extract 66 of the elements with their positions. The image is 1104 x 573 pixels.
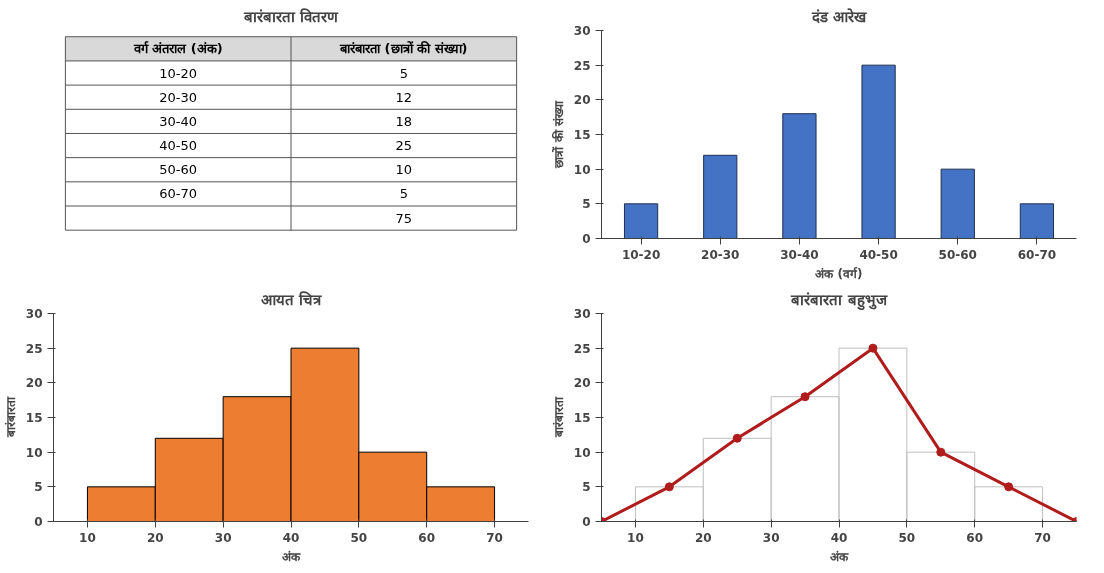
x-tick-label: 50-60 <box>938 247 977 262</box>
y-tick-label: 5 <box>582 197 591 212</box>
x-tick-label: 10 <box>627 530 644 545</box>
y-tick-label: 20 <box>573 376 591 391</box>
x-tick-label: 10 <box>79 530 96 545</box>
x-tick-label: 20-30 <box>701 247 740 262</box>
text: 5 <box>399 186 408 202</box>
y-tick-label: 20 <box>25 376 43 391</box>
y-axis-title: बारंबारता <box>551 396 566 439</box>
text: 5 <box>399 65 408 81</box>
x-axis-title: अंक <box>282 549 301 564</box>
y-tick-label: 10 <box>573 162 591 177</box>
text: 50-60 <box>159 162 198 178</box>
x-tick-label: 40-50 <box>859 247 898 262</box>
x-tick-label: 70 <box>486 530 503 545</box>
text: 10 <box>395 162 413 178</box>
text: 30-40 <box>159 113 198 129</box>
chart-title: बारंबारता बहुभुज <box>790 290 888 311</box>
y-tick-label: 0 <box>582 515 591 529</box>
x-tick-label: 30 <box>762 530 780 545</box>
y-tick-label: 30 <box>573 307 591 321</box>
y-tick-label: 30 <box>573 24 591 38</box>
text: 20-30 <box>159 89 198 105</box>
y-tick-label: 15 <box>573 128 591 142</box>
text: बारंबारता वितरण <box>242 7 340 26</box>
chart-title: दंड आरेख <box>810 7 868 26</box>
text: 25 <box>395 138 413 154</box>
x-tick-label: 20 <box>694 530 712 545</box>
y-tick-label: 25 <box>25 341 43 356</box>
y-tick-label: 15 <box>25 411 43 425</box>
x-axis-title: अंक <box>830 549 849 564</box>
chart-title: आयत चित्र <box>260 290 323 309</box>
text: वर्ग अंतराल (अंक) <box>132 41 223 57</box>
text: बारंबारता (छात्रों की संख्या) <box>339 41 468 57</box>
x-tick-label: 30-40 <box>780 247 819 262</box>
x-tick-label: 50 <box>350 530 368 545</box>
text: 12 <box>395 89 413 105</box>
text: 18 <box>395 113 413 129</box>
x-tick-label: 60-70 <box>1017 247 1057 262</box>
x-axis-title: अंक (वर्ग) <box>815 266 863 281</box>
x-tick-label: 70 <box>1034 530 1051 545</box>
y-tick-label: 5 <box>34 480 43 495</box>
y-tick-label: 0 <box>582 232 591 246</box>
y-tick-label: 5 <box>582 480 591 495</box>
x-tick-label: 40 <box>282 530 300 545</box>
y-tick-label: 25 <box>573 58 591 73</box>
x-tick-label: 50 <box>898 530 916 545</box>
text: 10-20 <box>159 65 198 81</box>
y-tick-label: 25 <box>573 341 591 356</box>
text: 75 <box>395 210 413 226</box>
y-tick-label: 10 <box>573 445 591 460</box>
y-tick-label: 10 <box>25 445 43 460</box>
y-axis-title: बारंबारता <box>3 396 18 439</box>
text: 60-70 <box>159 186 198 202</box>
x-tick-label: 10-20 <box>621 247 661 262</box>
x-tick-label: 60 <box>418 530 436 545</box>
y-tick-label: 0 <box>34 515 43 529</box>
x-tick-label: 60 <box>966 530 984 545</box>
x-tick-label: 40 <box>830 530 848 545</box>
y-tick-label: 15 <box>573 411 591 425</box>
text: 40-50 <box>159 138 198 154</box>
x-tick-label: 20 <box>146 530 164 545</box>
y-axis-title: छात्रों की संख्या <box>551 100 566 169</box>
y-tick-label: 30 <box>25 307 43 321</box>
y-tick-label: 20 <box>573 93 591 108</box>
x-tick-label: 30 <box>214 530 232 545</box>
